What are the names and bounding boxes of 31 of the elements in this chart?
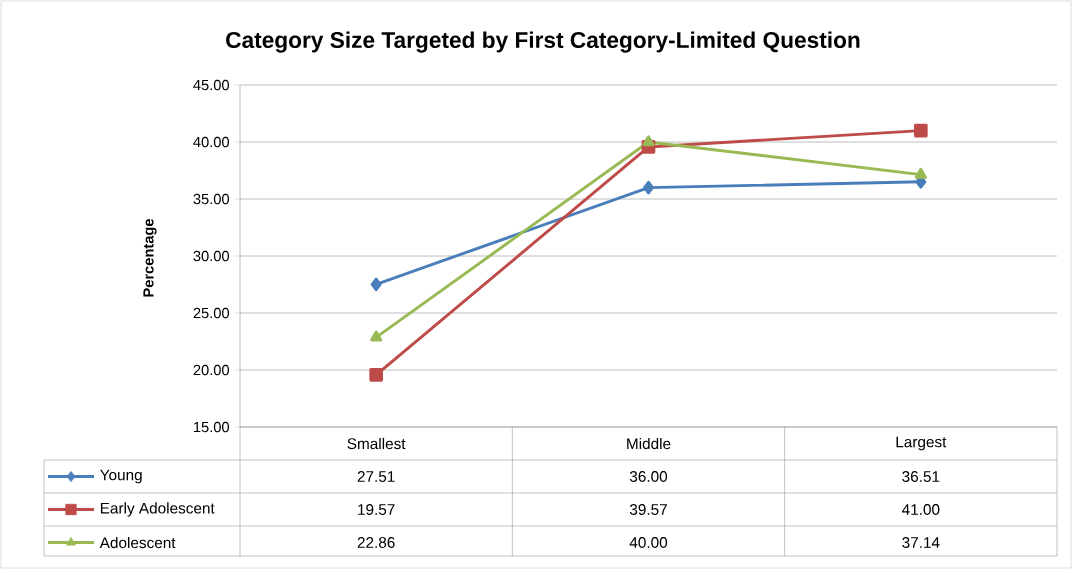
legend-label: Adolescent — [99, 536, 176, 549]
point — [914, 123, 928, 138]
y-axis-title: Percentage — [143, 218, 157, 297]
chart-title: Category Size Targeted by First Category-Limited Question — [226, 31, 860, 53]
data-label: 40.00 — [629, 537, 668, 548]
data-label: 22.86 — [357, 537, 395, 548]
point — [370, 330, 383, 342]
point — [643, 180, 654, 195]
data-label: 41.00 — [902, 504, 940, 515]
data-label: 36.00 — [629, 471, 668, 482]
data-label: 39.57 — [629, 504, 667, 515]
y-tick-label: 35.00 — [193, 193, 230, 205]
y-tick-label: 15.00 — [194, 421, 230, 433]
x-tick-label: Middle — [627, 437, 671, 450]
y-tick-label: 25.00 — [193, 307, 230, 319]
point — [370, 277, 382, 292]
x-tick-label: Largest — [896, 436, 947, 451]
y-tick-label: 40.00 — [193, 136, 230, 148]
data-label: 37.14 — [902, 537, 940, 548]
point — [914, 167, 927, 179]
data-label: 19.57 — [358, 504, 395, 515]
data-label: 36.51 — [902, 471, 940, 482]
legend-label: Early Adolescent — [100, 502, 215, 517]
point — [369, 368, 383, 382]
point — [642, 135, 655, 147]
y-tick-label: 45.00 — [193, 79, 230, 91]
legend-label: Young — [100, 469, 142, 484]
y-tick-label: 20.00 — [193, 364, 230, 376]
data-label: 27.51 — [357, 471, 395, 482]
y-tick-label: 30.00 — [193, 250, 230, 262]
x-tick-label: Smallest — [347, 437, 406, 450]
